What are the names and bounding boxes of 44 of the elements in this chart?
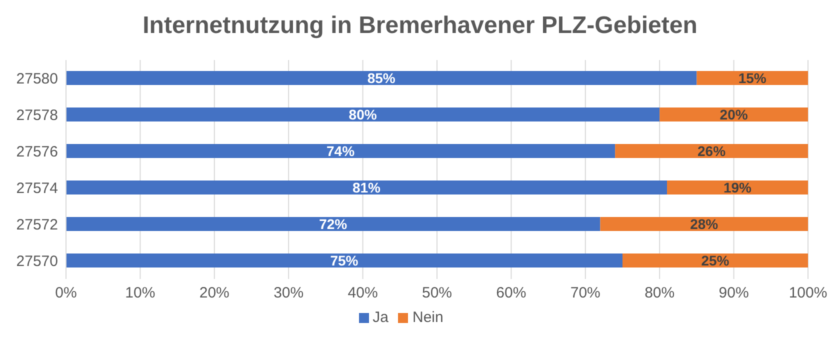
data-label: 75% <box>330 252 359 268</box>
y-tick-label: 27574 <box>16 180 58 198</box>
chart-title: Internetnutzung in Bremerhavener PLZ-Gebieten <box>142 11 698 41</box>
bar <box>66 217 600 231</box>
x-tick-label: 50% <box>422 284 452 302</box>
data-label: 20% <box>720 106 748 122</box>
data-label: 72% <box>319 216 348 232</box>
x-tick-label: 70% <box>570 284 600 302</box>
bar <box>696 71 808 85</box>
bar <box>600 217 808 231</box>
bar <box>66 71 697 85</box>
bar <box>66 108 660 122</box>
bar <box>66 254 622 268</box>
x-tick-label: 20% <box>199 284 230 302</box>
bar <box>66 144 616 158</box>
y-tick-label: 27570 <box>16 253 58 270</box>
x-tick-label: 100% <box>788 284 828 302</box>
data-label: 28% <box>690 216 719 232</box>
data-label: 15% <box>738 70 767 86</box>
legend-label: Nein <box>412 309 444 326</box>
bar <box>615 144 808 158</box>
data-label: 81% <box>352 180 382 196</box>
data-label: 25% <box>701 252 730 268</box>
legend-label: Ja <box>372 309 388 326</box>
bar <box>622 254 808 268</box>
data-label: 19% <box>723 180 752 196</box>
data-label: 74% <box>326 143 356 159</box>
data-label: 26% <box>698 143 726 159</box>
x-tick-label: 10% <box>125 284 156 302</box>
x-tick-label: 40% <box>348 284 378 302</box>
x-tick-label: 80% <box>644 284 675 302</box>
y-tick-label: 27578 <box>16 107 58 124</box>
y-tick-label: 27580 <box>16 70 58 88</box>
y-tick-label: 27576 <box>16 144 58 161</box>
x-tick-label: 90% <box>718 284 749 302</box>
bar <box>667 180 808 194</box>
data-label: 85% <box>367 70 396 86</box>
x-tick-label: 60% <box>496 284 526 302</box>
bar <box>66 180 668 194</box>
x-tick-label: 30% <box>274 284 304 302</box>
bar <box>660 108 808 122</box>
y-tick-label: 27572 <box>16 216 58 234</box>
x-tick-label: 0% <box>55 284 77 302</box>
data-label: 80% <box>348 106 378 122</box>
